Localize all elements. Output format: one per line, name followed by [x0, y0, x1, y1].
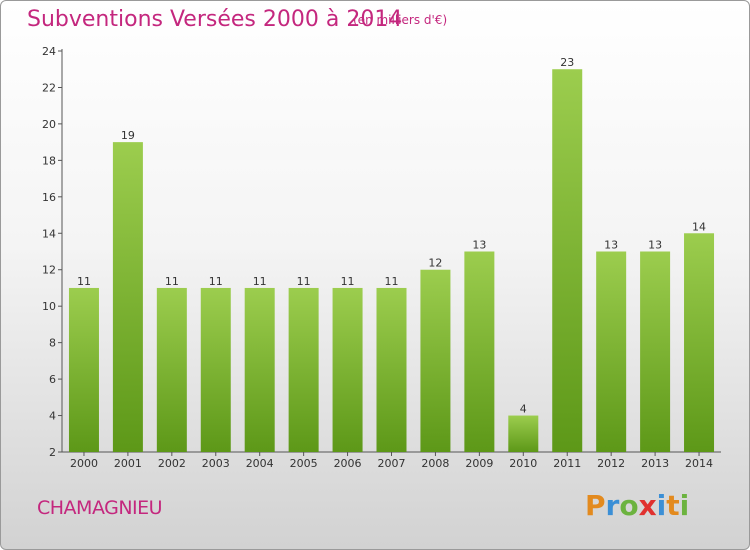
- chart-subtitle: (en milliers d'€): [353, 13, 448, 27]
- y-tick-label: 4: [49, 410, 56, 423]
- x-tick-label: 2010: [509, 457, 537, 470]
- y-tick-label: 18: [42, 154, 56, 167]
- x-tick-label: 2006: [334, 457, 362, 470]
- y-tick-label: 16: [42, 191, 56, 204]
- y-tick-label: 2: [49, 446, 56, 459]
- data-label: 11: [77, 275, 91, 288]
- data-label: 13: [648, 239, 662, 252]
- x-tick-label: 2012: [597, 457, 625, 470]
- data-label: 11: [341, 275, 355, 288]
- data-label: 4: [520, 403, 527, 416]
- bar: [200, 287, 231, 452]
- y-tick-label: 6: [49, 373, 56, 386]
- y-tick-label: 20: [42, 118, 56, 131]
- y-tick-label: 22: [42, 81, 56, 94]
- logo-letter: x: [638, 489, 657, 522]
- bar: [684, 233, 715, 452]
- x-tick-label: 2000: [70, 457, 98, 470]
- logo-letter: P: [585, 489, 606, 522]
- y-tick-label: 8: [49, 337, 56, 350]
- data-label: 11: [253, 275, 267, 288]
- x-tick-label: 2004: [246, 457, 274, 470]
- y-tick-label: 12: [42, 264, 56, 277]
- data-label: 19: [121, 129, 135, 142]
- x-tick-label: 2002: [158, 457, 186, 470]
- data-label: 12: [428, 257, 442, 270]
- data-label: 11: [385, 275, 399, 288]
- data-label: 14: [692, 220, 706, 233]
- data-label: 11: [297, 275, 311, 288]
- data-label: 23: [560, 56, 574, 69]
- bar: [288, 287, 319, 452]
- bar: [508, 415, 539, 452]
- plot-area: 2468101214161820222420001120011920021120…: [42, 45, 721, 470]
- commune-name: CHAMAGNIEU: [37, 497, 163, 519]
- y-tick-label: 24: [42, 45, 56, 58]
- bar: [596, 251, 627, 452]
- bar: [112, 142, 143, 453]
- x-tick-label: 2011: [553, 457, 581, 470]
- chart-title: Subventions Versées 2000 à 2014: [27, 7, 403, 32]
- proxiti-logo: Proxiti: [585, 489, 689, 522]
- logo-letter: r: [605, 489, 620, 522]
- x-tick-label: 2014: [685, 457, 713, 470]
- x-tick-label: 2003: [202, 457, 230, 470]
- logo-letter: i: [679, 489, 690, 522]
- logo-letter: o: [619, 489, 639, 522]
- bar: [640, 251, 671, 452]
- x-tick-label: 2005: [290, 457, 318, 470]
- data-label: 11: [165, 275, 179, 288]
- bar: [376, 287, 407, 452]
- bar: [244, 287, 275, 452]
- y-tick-label: 10: [42, 300, 56, 313]
- x-tick-label: 2013: [641, 457, 669, 470]
- x-tick-label: 2007: [378, 457, 406, 470]
- x-tick-label: 2008: [421, 457, 449, 470]
- y-tick-label: 14: [42, 227, 56, 240]
- data-label: 13: [604, 239, 618, 252]
- bar: [420, 269, 451, 452]
- data-label: 11: [209, 275, 223, 288]
- logo-letter: i: [656, 489, 667, 522]
- bar: [332, 287, 363, 452]
- bar: [68, 287, 99, 452]
- data-label: 13: [472, 239, 486, 252]
- bar: [464, 251, 495, 452]
- bar: [156, 287, 187, 452]
- logo-letter: t: [666, 489, 680, 522]
- bar: [552, 69, 583, 453]
- x-tick-label: 2001: [114, 457, 142, 470]
- x-tick-label: 2009: [465, 457, 493, 470]
